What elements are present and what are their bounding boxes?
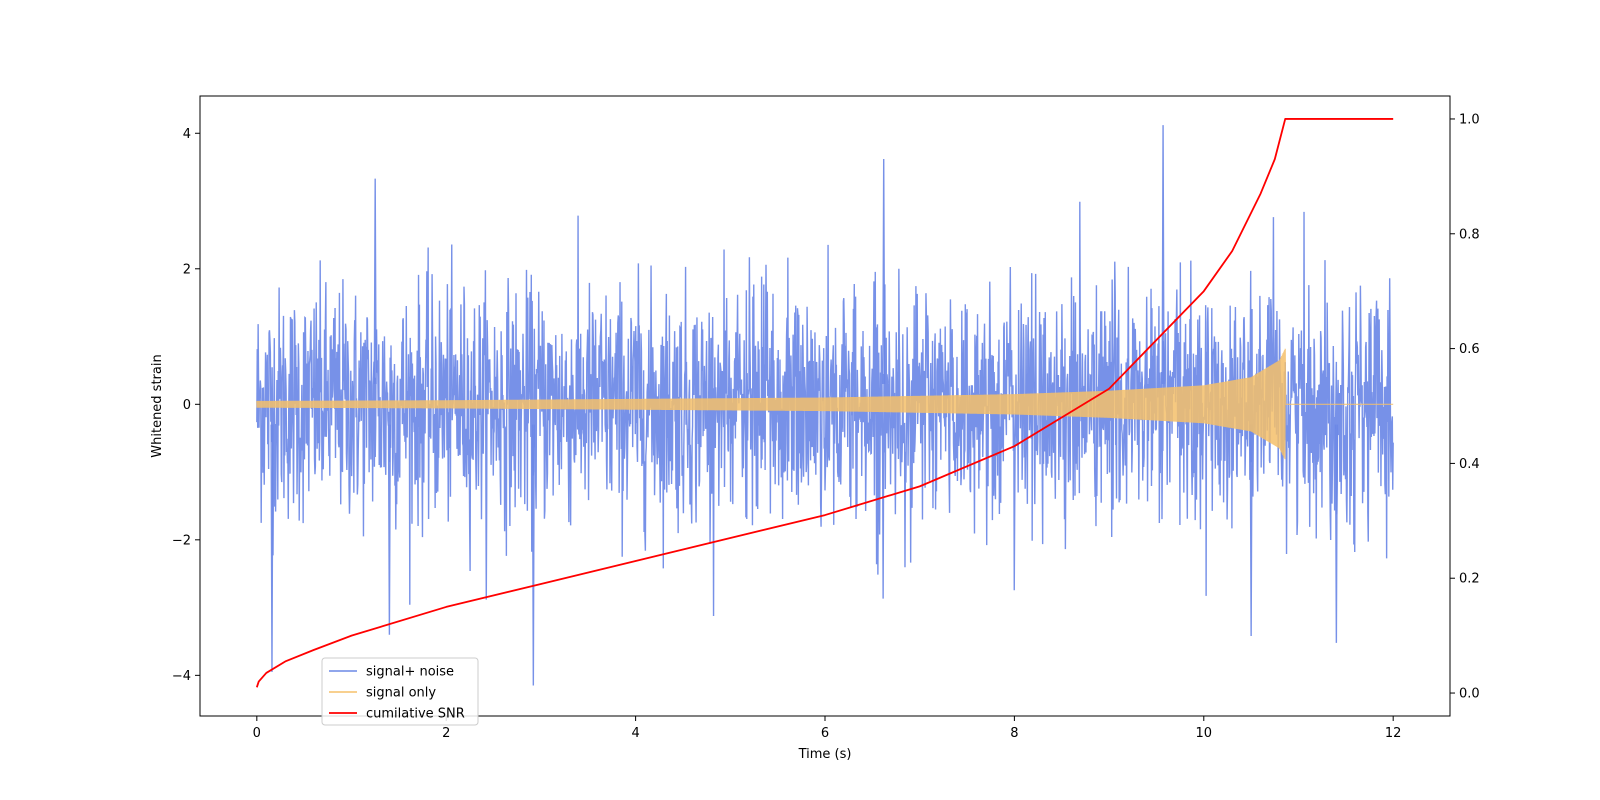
y-tick-label: −2 [172,533,191,548]
series-signal-only [256,348,1394,460]
x-axis-label: Time (s) [798,747,852,762]
noise-peak-0 [1161,125,1165,384]
legend-label: signal only [366,686,436,701]
x-tick-label: 8 [1010,726,1018,741]
plot-area [255,118,1394,688]
x-tick-label: 6 [821,726,829,741]
x-tick-label: 0 [253,726,261,741]
noise-peak-2 [373,178,377,384]
y-tick-label: 2 [183,262,191,277]
x-tick-label: 12 [1385,726,1402,741]
y2-tick-label: 0.2 [1459,572,1480,587]
y-tick-label: 0 [183,398,191,413]
axes: 0 2 4 6 8 10 12 −4 −2 0 2 4 0.0 0.2 0.4 0.6 0.8 1.0 [172,95,1480,741]
y-tick-label: −4 [172,669,191,684]
legend: signal+ noise signal only cumilative SNR [321,657,479,726]
y2-tick-label: 0.8 [1459,227,1480,242]
y-tick-label: 4 [183,127,191,142]
noise-peak-5 [1334,424,1338,643]
noise-peak-4 [270,424,274,672]
noise-peak-7 [387,424,391,635]
y2-tick-label: 0.6 [1459,342,1480,357]
legend-label: signal+ noise [366,665,454,680]
y2-tick-label: 0.0 [1459,687,1480,702]
x-tick-label: 2 [442,726,450,741]
series-cumulative-snr [255,118,1394,688]
noise-peak-6 [1249,424,1253,637]
y2-tick-label: 0.4 [1459,457,1480,472]
legend-box [321,657,479,726]
noise-peak-3 [531,424,535,686]
noise-peak-1 [882,159,886,384]
x-tick-label: 10 [1196,726,1213,741]
legend-label: cumilative SNR [366,707,465,722]
x-tick-label: 4 [631,726,639,741]
y-axis-label: Whitened strain [150,354,165,457]
y2-tick-label: 1.0 [1459,112,1480,127]
